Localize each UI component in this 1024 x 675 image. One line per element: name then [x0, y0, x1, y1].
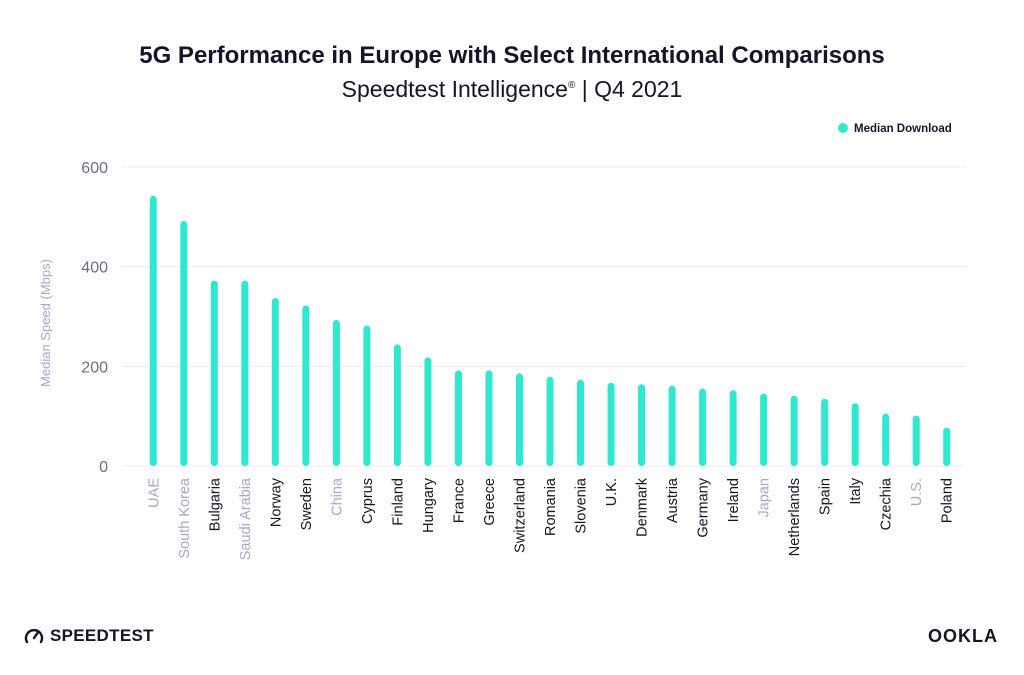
bar [729, 390, 737, 466]
chart-title: 5G Performance in Europe with Select Int… [139, 42, 885, 69]
bar [149, 195, 157, 467]
x-tick-label: Czechia [879, 477, 895, 530]
bar [912, 415, 920, 466]
bar [821, 398, 829, 466]
y-tick-label: 200 [81, 359, 108, 376]
x-tick-label: Italy [848, 477, 864, 504]
speedometer-icon [24, 629, 44, 644]
x-tick-label: Greece [482, 478, 498, 526]
x-tick-label: Norway [268, 477, 284, 527]
x-axis-ticks: UAE South Korea Bulgaria Saudi Arabia Norway… [146, 477, 955, 560]
x-tick-label: Cyprus [360, 478, 376, 524]
bar [546, 376, 554, 466]
x-tick-label: Slovenia [574, 477, 590, 534]
x-tick-label: U.S. [909, 478, 925, 506]
bar [577, 379, 585, 466]
subtitle-main: Speedtest Intelligence [341, 76, 568, 102]
bar [515, 373, 523, 466]
bar [180, 220, 188, 466]
bar [760, 393, 768, 466]
bar [210, 280, 218, 466]
speedtest-logo: SPEEDTEST [24, 626, 154, 646]
speedtest-wordmark: SPEEDTEST [50, 626, 154, 645]
x-tick-label: Netherlands [787, 478, 803, 556]
bar [485, 370, 493, 466]
x-tick-label: China [329, 477, 345, 516]
x-tick-label: Germany [696, 477, 712, 537]
bar [302, 305, 310, 466]
bar [393, 344, 401, 466]
x-tick-label: Spain [818, 478, 834, 515]
bar [241, 280, 249, 466]
legend-swatch [838, 123, 848, 133]
bar [638, 384, 646, 466]
y-axis-label: Median Speed (Mbps) [38, 259, 53, 387]
bar [363, 325, 371, 466]
ookla-logo: OOKLA [928, 626, 998, 646]
y-axis-ticks: 0 200 400 600 [81, 160, 108, 476]
gridlines [122, 166, 966, 467]
x-tick-label: UAE [146, 478, 162, 508]
chart-subtitle: Speedtest Intelligence® | Q4 2021 [0, 76, 1024, 103]
bar [607, 382, 615, 466]
legend-label: Median Download [854, 123, 952, 135]
bar [424, 357, 432, 466]
bar [699, 388, 707, 466]
legend: Median Download [838, 123, 952, 135]
x-tick-label: Denmark [635, 477, 651, 537]
subtitle-rest: | Q4 2021 [575, 76, 683, 102]
x-tick-label: Poland [940, 478, 956, 523]
x-tick-label: France [451, 478, 467, 523]
registered-mark: ® [567, 80, 576, 91]
bar [851, 403, 859, 466]
x-tick-label: Saudi Arabia [238, 477, 254, 560]
x-tick-label: South Korea [177, 477, 193, 559]
bar [790, 395, 798, 466]
bar [271, 298, 279, 466]
x-tick-label: Austria [665, 477, 681, 523]
x-tick-label: Bulgaria [207, 477, 223, 531]
bar [454, 370, 462, 466]
x-tick-label: Ireland [726, 478, 742, 522]
y-tick-label: 0 [99, 459, 108, 476]
bar [882, 413, 890, 466]
bar [668, 385, 676, 466]
x-tick-label: Finland [390, 478, 406, 526]
x-tick-label: U.K. [604, 478, 620, 506]
x-tick-label: Japan [757, 478, 773, 518]
bar [332, 319, 340, 466]
y-tick-label: 400 [81, 260, 108, 277]
x-tick-label: Hungary [421, 477, 437, 533]
y-tick-label: 600 [81, 160, 108, 177]
x-tick-label: Sweden [299, 478, 315, 530]
bar [943, 427, 951, 466]
x-tick-label: Romania [543, 477, 559, 536]
bars [149, 195, 951, 467]
x-tick-label: Switzerland [512, 478, 528, 553]
